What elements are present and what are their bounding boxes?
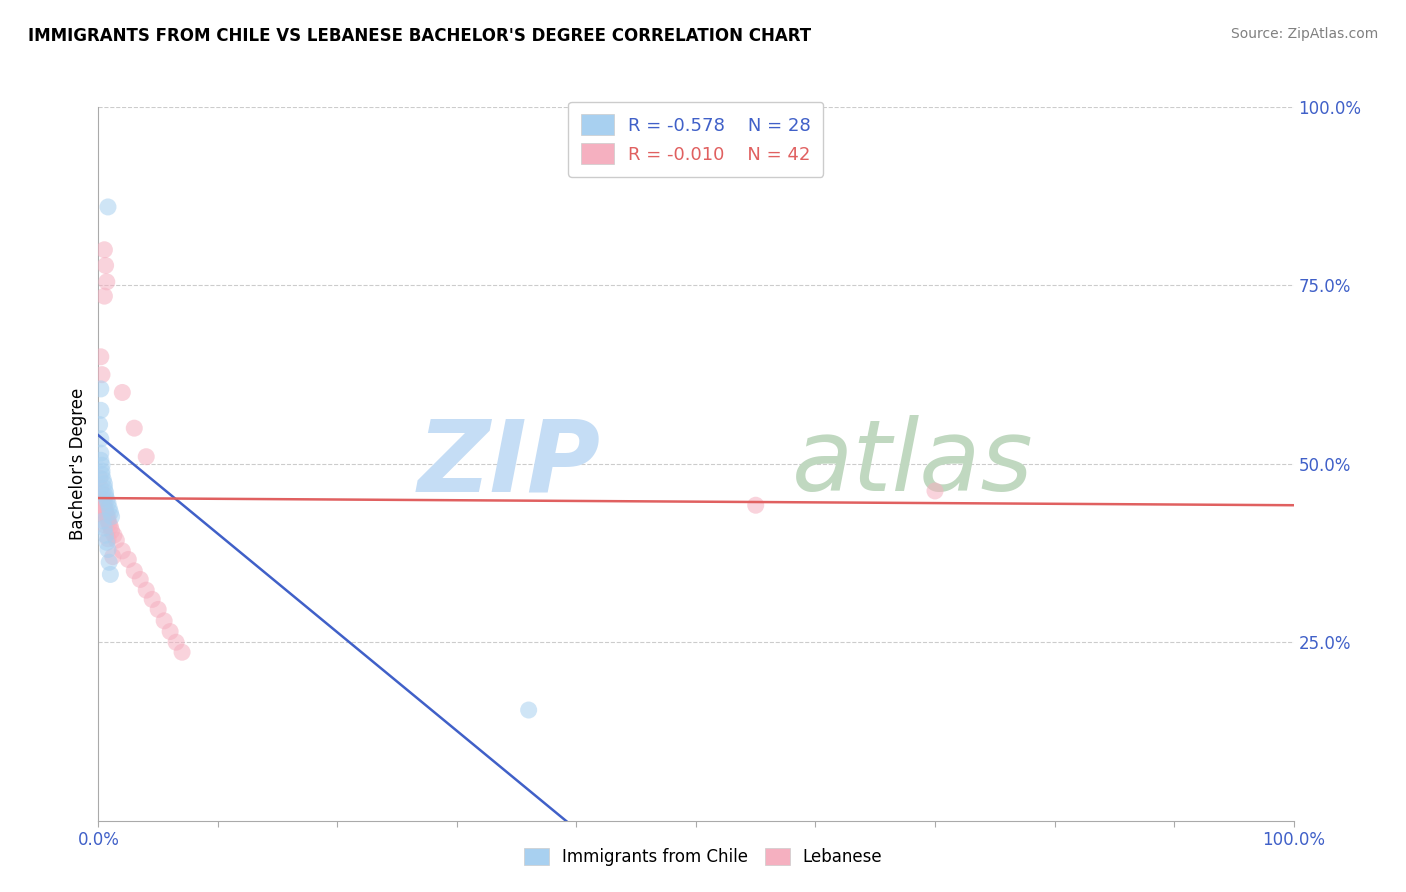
Point — [97, 496, 120, 510]
Point — [96, 508, 118, 523]
Point — [745, 498, 768, 512]
Point — [96, 535, 118, 549]
Point — [165, 635, 187, 649]
Point — [98, 519, 122, 533]
Point — [103, 528, 125, 542]
Point — [97, 510, 120, 524]
Point — [100, 509, 122, 524]
Point — [124, 421, 146, 435]
Point — [94, 528, 117, 542]
Point — [90, 382, 112, 396]
Point — [97, 200, 120, 214]
Point — [94, 259, 117, 273]
Point — [100, 524, 122, 538]
Point — [90, 403, 112, 417]
Point — [98, 555, 121, 569]
Point — [96, 275, 118, 289]
Point — [129, 573, 152, 587]
Point — [98, 516, 121, 531]
Point — [111, 385, 134, 400]
Point — [93, 476, 115, 491]
Point — [94, 489, 117, 503]
Point — [90, 453, 112, 467]
Legend: Immigrants from Chile, Lebanese: Immigrants from Chile, Lebanese — [515, 840, 891, 875]
Point — [94, 505, 117, 519]
Text: ZIP: ZIP — [418, 416, 600, 512]
Point — [91, 492, 114, 507]
Text: IMMIGRANTS FROM CHILE VS LEBANESE BACHELOR'S DEGREE CORRELATION CHART: IMMIGRANTS FROM CHILE VS LEBANESE BACHEL… — [28, 27, 811, 45]
Point — [91, 507, 114, 521]
Point — [97, 532, 120, 546]
Point — [90, 446, 112, 460]
Point — [93, 500, 115, 514]
Point — [93, 496, 115, 510]
Point — [96, 492, 118, 507]
Point — [98, 567, 122, 582]
Point — [148, 602, 170, 616]
Point — [89, 471, 111, 485]
Text: atlas: atlas — [792, 416, 1033, 512]
Point — [98, 505, 122, 519]
Point — [124, 564, 146, 578]
Point — [91, 467, 114, 482]
Text: Source: ZipAtlas.com: Source: ZipAtlas.com — [1230, 27, 1378, 41]
Point — [89, 417, 111, 432]
Point — [91, 514, 114, 528]
Point — [93, 521, 115, 535]
Point — [91, 368, 114, 382]
Point — [91, 487, 114, 501]
Point — [91, 517, 114, 532]
Point — [91, 473, 114, 487]
Point — [93, 243, 115, 257]
Point — [91, 464, 114, 478]
Point — [98, 501, 121, 516]
Point — [94, 503, 117, 517]
Point — [94, 485, 117, 500]
Point — [97, 542, 120, 557]
Point — [111, 544, 134, 558]
Point — [924, 483, 946, 498]
Point — [159, 624, 181, 639]
Point — [90, 481, 112, 495]
Point — [90, 432, 112, 446]
Y-axis label: Bachelor's Degree: Bachelor's Degree — [69, 388, 87, 540]
Point — [90, 350, 112, 364]
Point — [117, 552, 139, 566]
Point — [101, 549, 124, 564]
Point — [135, 450, 157, 464]
Point — [105, 533, 128, 548]
Point — [97, 514, 120, 528]
Point — [517, 703, 540, 717]
Point — [91, 458, 114, 473]
Point — [172, 645, 194, 659]
Legend: R = -0.578    N = 28, R = -0.010    N = 42: R = -0.578 N = 28, R = -0.010 N = 42 — [568, 102, 824, 177]
Point — [153, 614, 176, 628]
Point — [135, 583, 157, 598]
Point — [141, 592, 163, 607]
Point — [93, 481, 115, 495]
Point — [93, 289, 115, 303]
